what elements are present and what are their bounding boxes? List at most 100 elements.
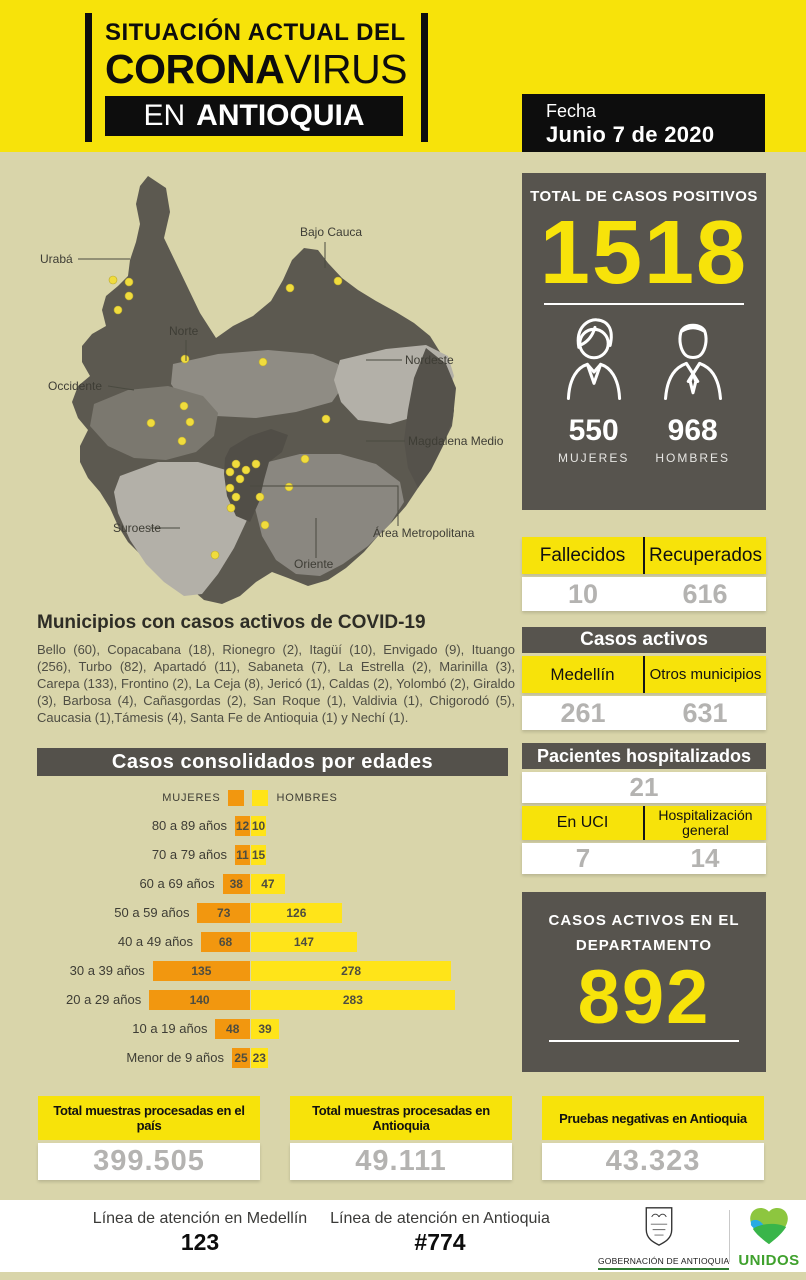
fallecidos-label: Fallecidos (539, 544, 626, 566)
date-label: Fecha (546, 101, 597, 121)
bar-mujeres: 12 (235, 816, 250, 836)
age-pyramid-row: 50 a 59 años 73 126 (0, 903, 515, 923)
case-dot (124, 291, 134, 301)
header-band: SITUACIÓN ACTUAL DEL CORONAVIRUS EN ANTIO… (0, 0, 806, 152)
women-value: 550 (568, 414, 619, 447)
title-virus: VIRUS (284, 46, 408, 92)
woman-icon (566, 318, 621, 400)
stat-card-value: 49.111 (290, 1143, 512, 1180)
case-dot (251, 459, 261, 469)
case-dot (235, 474, 245, 484)
otros-municipios-value: 631 (682, 698, 728, 728)
case-dot (179, 401, 189, 411)
total-positivos-value: 1518 (539, 203, 749, 303)
case-dot (255, 492, 265, 502)
title-antioquia: ANTIOQUIA (196, 98, 365, 132)
case-dot (225, 467, 235, 477)
departamento-title: CASOS ACTIVOS EN EL DEPARTAMENTO (522, 908, 766, 958)
unidos-label: UNIDOS (738, 1252, 800, 1269)
case-dot (185, 417, 195, 427)
map-region-label: Área Metropolitana (373, 525, 475, 540)
stat-card-value: 399.505 (38, 1143, 260, 1180)
casos-activos-header: Casos activos (522, 627, 766, 653)
fallecidos-recuperados-values: 10 616 (522, 577, 766, 611)
legend-mujeres-label: MUJERES (162, 792, 221, 804)
case-dot (108, 275, 118, 285)
map-region-label: Suroeste (113, 521, 161, 535)
medellin-hotline-number: 123 (180, 1229, 220, 1255)
women-label: MUJERES (557, 451, 630, 465)
stat-card: Total muestras procesadas en el país 399.… (38, 1096, 260, 1180)
map-region-norte (171, 350, 346, 418)
recuperados-label: Recuperados (643, 537, 766, 574)
map-region-label: Occidente (48, 379, 102, 393)
map-region-label: Urabá (40, 252, 73, 266)
women-stat: 550 MUJERES (558, 317, 629, 465)
stat-card-label: Total muestras procesadas en el país (38, 1096, 260, 1140)
case-dot (231, 492, 241, 502)
bar-hombres: 147 (251, 932, 357, 952)
age-pyramid-row: 70 a 79 años 11 15 (0, 845, 515, 865)
stat-card-label: Total muestras procesadas en Antioquia (290, 1096, 512, 1140)
fallecidos-value: 10 (567, 579, 599, 609)
footer-divider (729, 1210, 730, 1262)
case-dot (177, 436, 187, 446)
bar-mujeres: 48 (215, 1019, 250, 1039)
unidos-heart-icon (750, 1208, 788, 1245)
bar-mujeres: 11 (235, 845, 250, 865)
bar-hombres: 126 (251, 903, 342, 923)
bar-mujeres: 135 (152, 961, 250, 981)
age-pyramid-row: Menor de 9 años 25 23 (0, 1048, 515, 1068)
case-dot (241, 465, 251, 475)
medellin-hotline-label: Línea de atención en Medellín (92, 1210, 308, 1227)
age-pyramid-row: 20 a 29 años 140 283 (0, 990, 515, 1010)
case-dot (300, 454, 310, 464)
age-pyramid-row: 80 a 89 años 12 10 (0, 816, 515, 836)
age-group-label: 70 a 79 años (151, 847, 227, 862)
map-region-label: Oriente (294, 557, 334, 571)
legend-hombres-label: HOMBRES (276, 792, 338, 804)
man-icon (663, 323, 722, 400)
bar-mujeres: 68 (201, 932, 250, 952)
divider-line (544, 303, 744, 305)
bar-hombres: 10 (251, 816, 266, 836)
bar-hombres: 23 (251, 1048, 268, 1068)
map-region-magdalena-medio (404, 348, 456, 488)
departamento-title-line1: CASOS ACTIVOS EN EL (548, 912, 740, 929)
case-dot (146, 418, 156, 428)
men-stat: 968 HOMBRES (655, 317, 730, 465)
title-en: EN (143, 98, 186, 132)
chart-title: Casos consolidados por edades (37, 748, 508, 776)
casos-activos-cols: Medellín Otros municipios (522, 656, 766, 693)
title-line3: EN ANTIOQUIA (105, 95, 403, 136)
coat-of-arms-icon (645, 1207, 673, 1246)
case-dot (321, 414, 331, 424)
legend-mujeres-swatch (228, 790, 245, 806)
map-region-area-metropolitana (224, 429, 288, 522)
antioquia-hotline: Línea de atención en Antioquia #774 (310, 1210, 570, 1256)
departamento-value: 892 (577, 955, 711, 1040)
map-region-label: Magdalena Medio (408, 434, 504, 448)
medellin-hotline: Línea de atención en Medellín 123 (70, 1210, 330, 1256)
hospitalizados-cols: En UCI Hospitalización general (522, 806, 766, 840)
header-left-bar (85, 13, 92, 142)
case-dots-layer (108, 275, 343, 560)
age-group-label: 50 a 59 años (114, 905, 190, 920)
chart-legend: MUJERES HOMBRES (0, 790, 500, 806)
divider-line (549, 1040, 739, 1042)
case-dot (258, 357, 268, 367)
case-dot (225, 483, 235, 493)
map-region-suroeste (114, 462, 250, 596)
departamento-panel: CASOS ACTIVOS EN EL DEPARTAMENTO 892 (522, 892, 766, 1072)
age-pyramid-row: 10 a 19 años 48 39 (0, 1019, 515, 1039)
hosp-general-value: 14 (690, 843, 720, 873)
region-labels-layer: Urabá Bajo Cauca Norte Nordeste Occidente Mag… (40, 225, 504, 571)
bar-hombres: 47 (251, 874, 285, 894)
bar-mujeres: 73 (197, 903, 250, 923)
casos-activos-values: 261 631 (522, 696, 766, 730)
map-region-label: Bajo Cauca (300, 225, 362, 239)
age-pyramid-row: 40 a 49 años 68 147 (0, 932, 515, 952)
bar-hombres: 283 (251, 990, 455, 1010)
men-label: HOMBRES (655, 451, 731, 465)
